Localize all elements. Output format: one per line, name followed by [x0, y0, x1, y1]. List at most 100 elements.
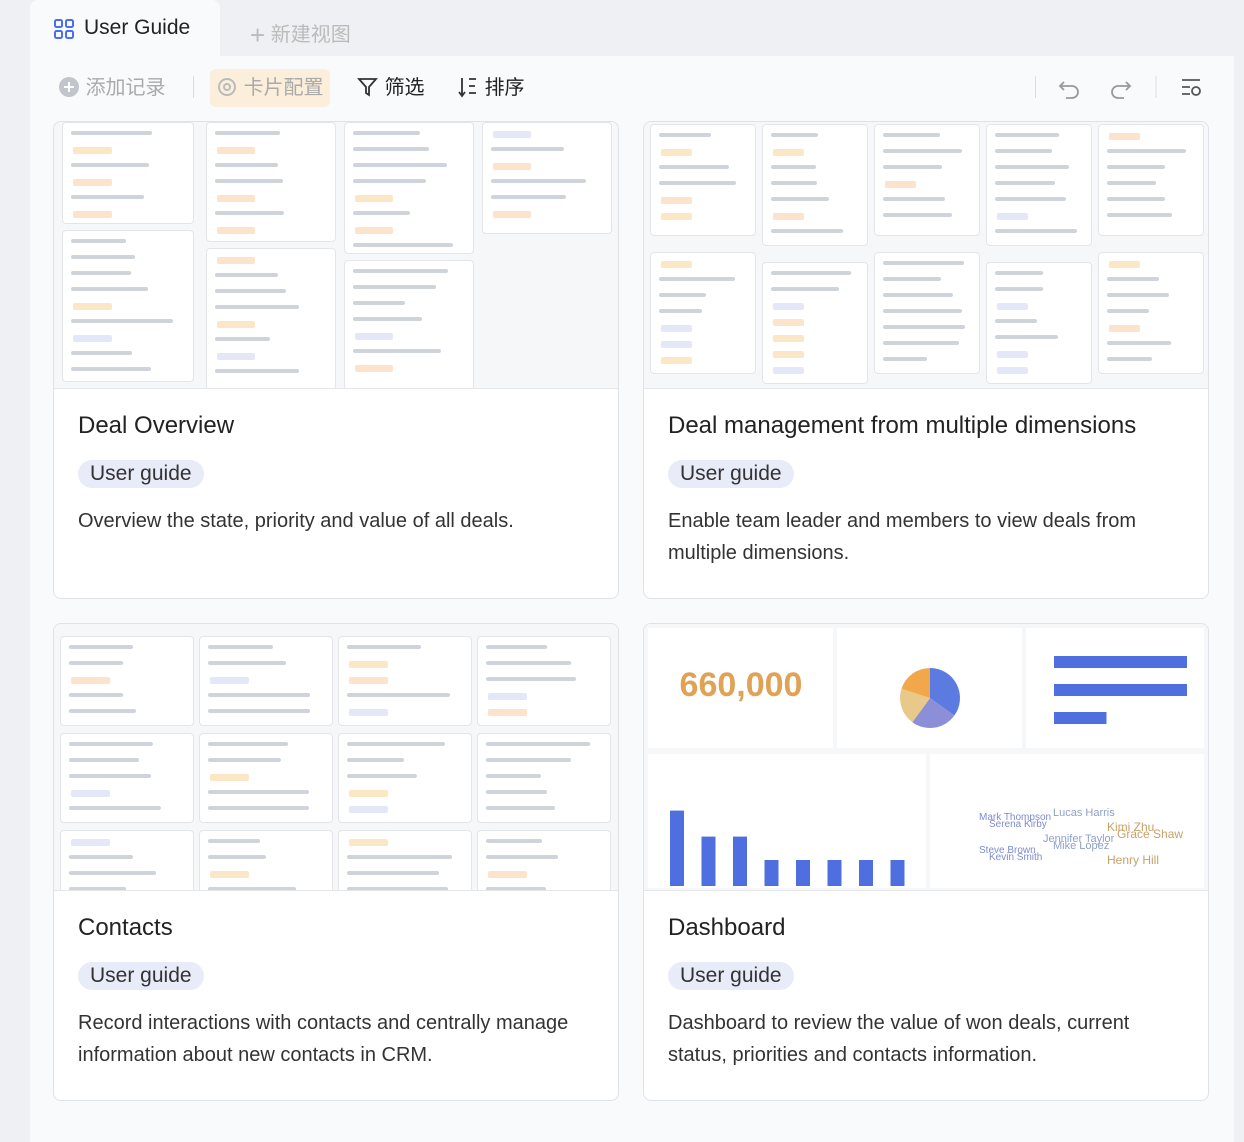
mini-line [215, 179, 283, 183]
mini-line [883, 341, 959, 345]
divider [193, 76, 194, 98]
mini-line [215, 211, 284, 215]
mini-line [659, 277, 735, 281]
mini-line [883, 277, 941, 281]
mini-line [69, 661, 123, 665]
mini-line [1107, 309, 1149, 313]
mini-line [1109, 261, 1140, 268]
mini-line [208, 693, 310, 697]
v-bar [890, 860, 905, 886]
mini-line [883, 213, 952, 217]
mini-line [659, 165, 729, 169]
mini-line [69, 871, 156, 875]
mini-line [1107, 181, 1156, 185]
mini-line [69, 693, 123, 697]
mini-line [71, 351, 132, 355]
mini-line [995, 229, 1077, 233]
mini-line [71, 287, 148, 291]
template-card[interactable]: Deal Overview User guide Overview the stat… [53, 121, 619, 599]
mini-line [69, 774, 151, 778]
mini-line [355, 365, 393, 372]
mini-line [73, 211, 112, 218]
tab-active[interactable]: User Guide [30, 0, 220, 57]
right-tools [1058, 76, 1201, 99]
mini-line [1107, 149, 1186, 153]
mini-line [493, 131, 531, 138]
mini-card [1098, 252, 1204, 374]
redo[interactable] [1111, 81, 1132, 99]
mini-line [773, 367, 804, 374]
mini-line [1107, 277, 1159, 281]
word: Kimi Zhu [1107, 820, 1154, 834]
card-config[interactable]: 卡片配置 [210, 69, 330, 107]
button-label: 卡片配置 [243, 77, 324, 99]
sort[interactable]: 排序 [457, 74, 525, 102]
card-description: Enable team leader and members to view d… [668, 510, 1137, 564]
add-record[interactable]: 添加记录 [58, 74, 166, 102]
h-bar [1054, 712, 1107, 724]
mini-line [995, 165, 1069, 169]
mini-line [491, 195, 566, 199]
mini-line [493, 163, 531, 170]
mini-line [486, 742, 590, 746]
mini-line [771, 133, 818, 137]
card-title: Deal Overview [78, 412, 235, 439]
tag: User guide [78, 962, 204, 990]
mini-line [347, 774, 417, 778]
icon [458, 78, 476, 98]
mini-line [491, 179, 586, 183]
mini-line [883, 325, 965, 329]
mini-line [661, 149, 692, 156]
mini-line [71, 677, 110, 684]
mini-card [60, 636, 194, 726]
mini-card [986, 124, 1092, 246]
mini-line [995, 287, 1043, 291]
search[interactable] [1191, 86, 1201, 96]
mini-line [208, 806, 309, 810]
mini-line [349, 661, 388, 668]
mini-line [661, 197, 692, 204]
mini-line [659, 309, 702, 313]
mini-line [661, 341, 692, 348]
mini-line [347, 742, 445, 746]
undo[interactable] [1058, 81, 1079, 99]
mini-line [347, 855, 452, 859]
mini-line [883, 197, 945, 201]
word: Grace Shaw [1117, 827, 1183, 841]
mini-line [486, 839, 542, 843]
mini-line [215, 163, 278, 167]
mini-line [69, 887, 126, 890]
mini-line [208, 839, 260, 843]
mini-card [650, 124, 756, 236]
mini-line [995, 197, 1066, 201]
template-card[interactable]: Deal management from multiple dimensions… [643, 121, 1209, 599]
template-card[interactable]: 660,000 Mark Thompson Lucas Harris Kimi Zhu… [643, 623, 1209, 1101]
tab-new[interactable]: + 新建视图 [250, 20, 351, 50]
v-bar [859, 860, 873, 886]
mini-line [208, 661, 286, 665]
mini-line [347, 693, 450, 697]
mini-line [217, 195, 255, 202]
mini-line [71, 255, 135, 259]
template-card[interactable]: Contacts User guide Record interactions wi… [53, 623, 619, 1101]
mini-line [486, 645, 547, 649]
pie-slice [900, 688, 930, 723]
button-label: 排序 [484, 77, 525, 99]
mini-line [349, 709, 388, 716]
mini-line [210, 871, 249, 878]
mini-line [997, 351, 1028, 358]
mini-line [71, 367, 151, 371]
pie-slice [901, 668, 930, 698]
mini-line [883, 357, 927, 361]
mini-line [491, 147, 564, 151]
mini-line [488, 693, 527, 700]
word: Henry Hill [1107, 853, 1159, 867]
mini-line [659, 133, 711, 137]
tab-label: 新建视图 [270, 24, 351, 46]
mini-line [883, 293, 953, 297]
mini-line [210, 677, 249, 684]
filter[interactable]: 筛选 [357, 74, 425, 102]
mini-line [883, 133, 940, 137]
v-bar [733, 836, 747, 886]
